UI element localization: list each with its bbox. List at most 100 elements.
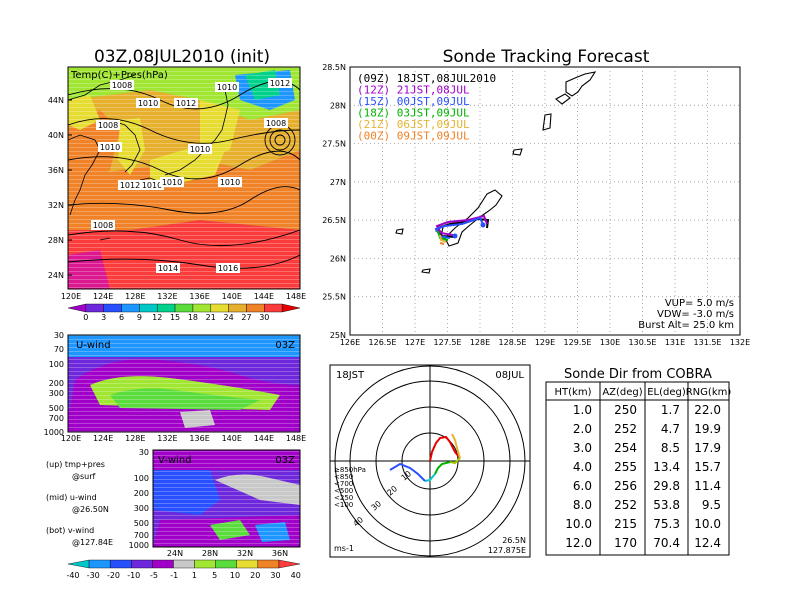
lon-tick-label: 128E xyxy=(125,434,145,443)
pressure-tick-label: 1000 xyxy=(44,428,64,437)
table-cell: 8.0 xyxy=(573,498,592,512)
colorbar-swatch xyxy=(85,303,104,313)
colorbar-swatch xyxy=(131,559,153,569)
table-cell: 254 xyxy=(614,441,637,455)
polar-unit: ms-1 xyxy=(334,544,354,553)
lat-axis: 44N 40N 36N 32N 28N 24N xyxy=(48,96,72,280)
pressure-tick-label: 70 xyxy=(54,345,64,354)
isobar-label: 1010 xyxy=(162,178,182,187)
tracking-legend: (09Z) 18JST,08JUL2010(12Z) 21JST,08JUL(1… xyxy=(357,72,496,143)
table-cell: 252 xyxy=(614,422,637,436)
isobar-label: 1010 xyxy=(217,83,237,92)
colorbar-swatch xyxy=(278,559,301,569)
isobar-label-bg xyxy=(110,80,134,90)
lon-tick-label: 126.5E xyxy=(369,338,397,347)
isobar-label-bg xyxy=(98,142,122,152)
temperature-colorbar: 0 3 6 9 12 15 18 21 24 27 30 xyxy=(67,303,301,322)
isobar-label: 1012 xyxy=(270,79,290,88)
table-title: Sonde Dir from COBRA xyxy=(564,367,712,382)
colorbar-swatch xyxy=(152,559,174,569)
table-cells: HT(km) AZ(deg) EL(deg) RNG(km) 1.0 250 1.7 22.0… xyxy=(555,387,732,550)
lon-tick-label: 128E xyxy=(470,338,490,347)
param-line: Burst Alt= 25.0 km xyxy=(638,320,734,331)
colorbar-swatch xyxy=(173,559,195,569)
colorbar-tick-label: 6 xyxy=(119,313,124,322)
pressure-tick-label: 200 xyxy=(134,489,149,498)
legend-entry: (18Z) 03JST,09JUL xyxy=(357,107,470,120)
lon-tick-label: 136E xyxy=(189,434,209,443)
pressure-tick-label: 500 xyxy=(49,404,64,413)
table-cell: 2.0 xyxy=(573,422,592,436)
isobar-label: 1008 xyxy=(266,119,286,128)
colorbar-tick-label: 12 xyxy=(152,313,162,322)
isobar-label: 1012 xyxy=(120,181,140,190)
polar-lat: 26.5N xyxy=(502,536,526,545)
table-cell: 12.0 xyxy=(565,536,592,550)
colorbar-swatch xyxy=(194,559,216,569)
colorbar-swatch xyxy=(67,303,87,313)
table-header: HT(km) xyxy=(555,387,592,398)
table-cell: 8.5 xyxy=(661,441,680,455)
table-cell: 4.0 xyxy=(573,460,592,474)
panel-notes: (up) tmp+pres @surf (mid) u-wind @26.50N… xyxy=(46,460,113,547)
colorbar-tick-label: 30 xyxy=(270,571,280,580)
table-cell: 256 xyxy=(614,479,637,493)
tracking-map: Sonde Tracking Forecast (09Z) 18JST,08JU… xyxy=(322,47,750,347)
colorbar-tick-label: 21 xyxy=(206,313,216,322)
lat-tick-label: 36N xyxy=(48,166,64,175)
colorbar-swatch xyxy=(257,559,280,569)
lat-tick-label: 28N xyxy=(202,549,218,558)
isobar-label-bg xyxy=(156,263,180,273)
isobar-label: 1008 xyxy=(112,81,132,90)
lon-axis: 120E 124E 128E 132E 136E 140E 144E 148E xyxy=(61,292,306,301)
table-cell: 250 xyxy=(614,403,637,417)
lon-tick-label: 144E xyxy=(254,434,274,443)
table-cell: 10.0 xyxy=(565,517,592,531)
lat-tick-label: 44N xyxy=(48,96,64,105)
colorbar-swatch xyxy=(109,559,132,569)
colorbar-swatch xyxy=(192,303,211,313)
lat-tick-label: 26.5N xyxy=(322,216,346,225)
lon-tick-label: 120E xyxy=(61,292,81,301)
colorbar-tick-label: 20 xyxy=(250,571,260,580)
colorbar-swatch xyxy=(246,303,265,313)
lon-tick-label: 129E xyxy=(535,338,555,347)
legend-entry: (12Z) 21JST,08JUL xyxy=(357,84,470,97)
lat-tick-label: 25.5N xyxy=(322,293,346,302)
lat-tick-label: 27.5N xyxy=(322,140,346,149)
lon-tick-label: 129.5E xyxy=(564,338,592,347)
lat-tick-label: 32N xyxy=(48,201,64,210)
param-line: VDW= -3.0 m/s xyxy=(657,309,734,320)
isobar-label-bg xyxy=(140,180,164,190)
tracking-grid xyxy=(350,67,740,335)
note-bot: (bot) v-wind xyxy=(46,526,94,535)
lon-tick-label: 136E xyxy=(189,292,209,301)
colorbar-tick-label: 27 xyxy=(241,313,251,322)
isobar-label: 1012 xyxy=(176,99,196,108)
table-cell: 29.8 xyxy=(653,479,680,493)
lat-tick-label: 24N xyxy=(167,549,183,558)
table-cell: 12.4 xyxy=(694,536,721,550)
isobar-label-bg xyxy=(216,263,240,273)
note-up: (up) tmp+pres xyxy=(46,460,105,469)
isobar-label-bg xyxy=(91,220,115,230)
param-line: VUP= 5.0 m/s xyxy=(665,298,734,309)
isobar-label: 1010 xyxy=(138,99,158,108)
isobar-label: 1010 xyxy=(190,145,210,154)
tracking-title: Sonde Tracking Forecast xyxy=(443,47,650,67)
table-cell: 1.0 xyxy=(573,403,592,417)
table-cell: 22.0 xyxy=(694,403,721,417)
colorbar-swatch xyxy=(103,303,122,313)
lon-tick-label: 132E xyxy=(157,434,177,443)
isobar-label: 1016 xyxy=(218,264,238,273)
pressure-tick-label: 100 xyxy=(134,474,149,483)
colorbar-tick-label: 15 xyxy=(170,313,180,322)
pressure-legend-entry: <700 xyxy=(334,480,353,488)
lon-tick-label: 128.5E xyxy=(499,338,527,347)
colorbar-swatch xyxy=(67,559,90,569)
colorbar-swatch xyxy=(281,303,301,313)
v-wind-label: V-wind xyxy=(158,455,192,466)
